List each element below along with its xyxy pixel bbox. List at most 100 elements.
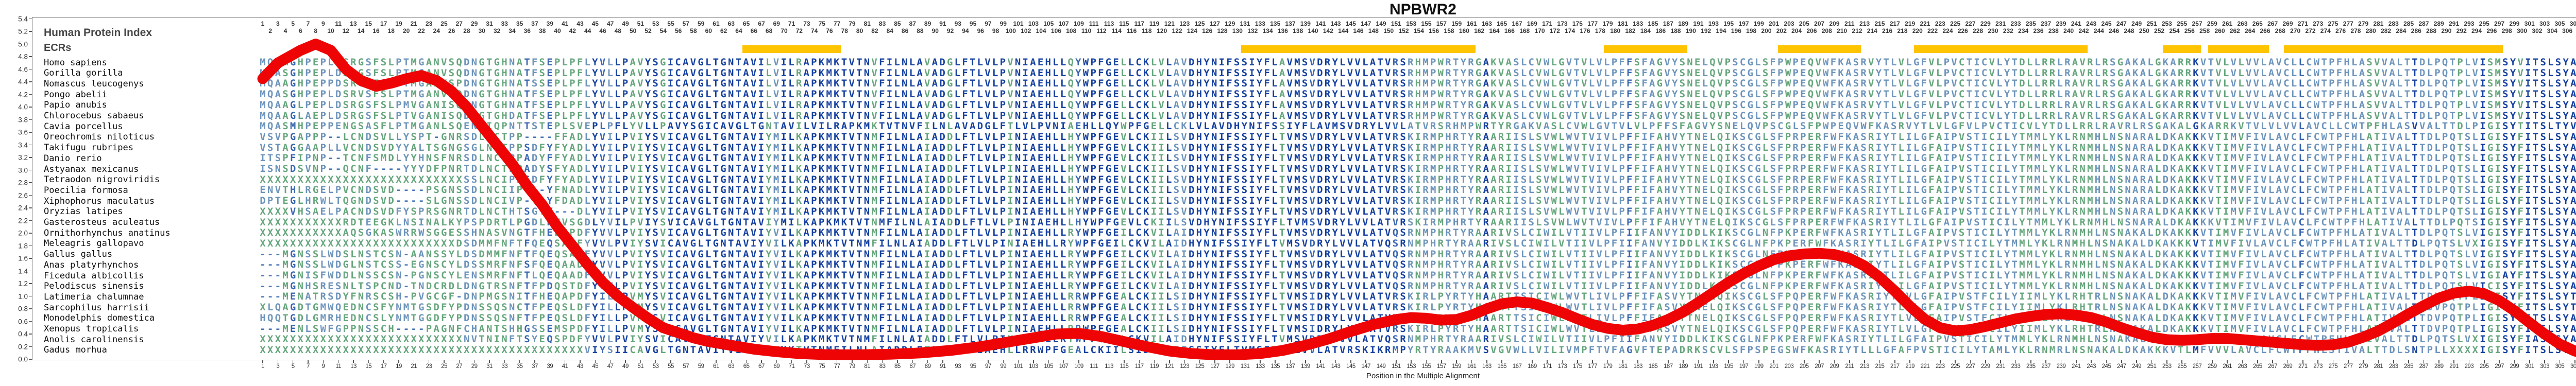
- x-tick-label: 121: [1165, 363, 1174, 370]
- column-header: 258: [2199, 27, 2210, 34]
- column-header: 175: [1572, 20, 1583, 27]
- column-header: 53: [652, 20, 659, 27]
- column-header: 293: [2464, 20, 2474, 27]
- x-tick-label: 77: [834, 363, 840, 370]
- column-header: 69: [773, 20, 780, 27]
- y-tick-label: 5.0: [10, 40, 28, 48]
- column-header: 181: [1618, 20, 1628, 27]
- species-name: Chlorocebus sabaeus: [44, 111, 144, 121]
- x-tick-label: 27: [456, 363, 462, 370]
- x-tick-mark: [1940, 360, 1941, 363]
- x-tick-mark: [2106, 360, 2107, 363]
- column-header: 275: [2328, 20, 2338, 27]
- column-header: 57: [683, 20, 689, 27]
- ecr-bar: [742, 45, 841, 53]
- column-header: 12: [343, 27, 349, 34]
- x-tick-mark: [1441, 360, 1442, 363]
- x-tick-label: 269: [2283, 363, 2293, 370]
- x-tick-label: 113: [1105, 363, 1113, 370]
- x-tick-label: 179: [1603, 363, 1613, 370]
- column-header: 118: [1142, 27, 1151, 34]
- x-tick-mark: [882, 360, 883, 363]
- x-tick-mark: [1864, 360, 1865, 363]
- ecr-bar: [1777, 45, 1861, 53]
- x-tick-mark: [1184, 360, 1185, 363]
- column-header: 95: [970, 20, 976, 27]
- column-header: 249: [2131, 20, 2142, 27]
- x-tick-mark: [1698, 360, 1699, 363]
- column-header: 206: [1807, 27, 1817, 34]
- x-tick-mark: [806, 360, 807, 363]
- column-header: 256: [2184, 27, 2195, 34]
- x-tick-label: 253: [2162, 363, 2172, 370]
- x-tick-label: 129: [1225, 363, 1234, 370]
- x-tick-mark: [1335, 360, 1336, 363]
- column-header: 174: [1565, 27, 1575, 34]
- y-tick-label: 0.4: [10, 330, 28, 338]
- column-header: 248: [2124, 27, 2134, 34]
- x-tick-label: 169: [1528, 363, 1537, 370]
- species-name: Nomascus leucogenys: [44, 79, 144, 89]
- column-header: 63: [728, 20, 735, 27]
- column-header: 162: [1474, 27, 1484, 34]
- x-tick-mark: [2045, 360, 2046, 363]
- x-tick-label: 111: [1090, 363, 1098, 370]
- column-header: 187: [1663, 20, 1673, 27]
- column-header: 246: [2109, 27, 2119, 34]
- column-header: 125: [1195, 20, 1205, 27]
- column-header: 233: [2010, 20, 2021, 27]
- column-header: 170: [1535, 27, 1545, 34]
- column-header: 184: [1640, 27, 1651, 34]
- x-tick-mark: [2544, 360, 2545, 363]
- x-tick-label: 47: [607, 363, 614, 370]
- x-tick-label: 207: [1815, 363, 1824, 370]
- column-header: 266: [2260, 27, 2270, 34]
- x-tick-mark: [685, 360, 687, 363]
- column-header: 127: [1210, 20, 1220, 27]
- column-header: 157: [1436, 20, 1447, 27]
- column-header: 80: [856, 27, 863, 34]
- x-tick-mark: [2332, 360, 2334, 363]
- x-tick-label: 155: [1422, 363, 1431, 370]
- y-tick-mark: [29, 195, 32, 196]
- x-tick-label: 257: [2193, 363, 2202, 370]
- x-tick-label: 153: [1406, 363, 1416, 370]
- species-name: Oryzias latipes: [44, 206, 123, 217]
- column-header: 234: [2018, 27, 2028, 34]
- column-header: 105: [1043, 20, 1054, 27]
- column-header: 58: [690, 27, 697, 34]
- column-header: 1: [261, 20, 265, 27]
- column-header: 244: [2094, 27, 2104, 34]
- x-tick-label: 81: [864, 363, 870, 370]
- x-tick-mark: [1199, 360, 1200, 363]
- column-header: 107: [1059, 20, 1069, 27]
- column-header: 71: [788, 20, 795, 27]
- column-header: 82: [871, 27, 878, 34]
- y-tick-label: 3.8: [10, 116, 28, 124]
- x-tick-mark: [670, 360, 671, 363]
- x-tick-label: 29: [471, 363, 478, 370]
- x-tick-label: 19: [396, 363, 402, 370]
- x-tick-label: 23: [426, 363, 432, 370]
- column-header: 68: [766, 27, 772, 34]
- x-tick-mark: [972, 360, 974, 363]
- x-tick-mark: [2317, 360, 2318, 363]
- y-tick-label: 1.8: [10, 242, 28, 250]
- column-header: 110: [1081, 27, 1091, 34]
- x-tick-mark: [1743, 360, 1744, 363]
- column-header: 145: [1346, 20, 1356, 27]
- x-tick-mark: [2151, 360, 2153, 363]
- column-header: 59: [698, 20, 704, 27]
- column-header: 149: [1376, 20, 1386, 27]
- x-tick-label: 263: [2238, 363, 2247, 370]
- column-header: 123: [1179, 20, 1190, 27]
- column-header: 98: [992, 27, 999, 34]
- column-header: 83: [879, 20, 886, 27]
- y-tick-label: 1.2: [10, 280, 28, 288]
- x-tick-label: 287: [2419, 363, 2429, 370]
